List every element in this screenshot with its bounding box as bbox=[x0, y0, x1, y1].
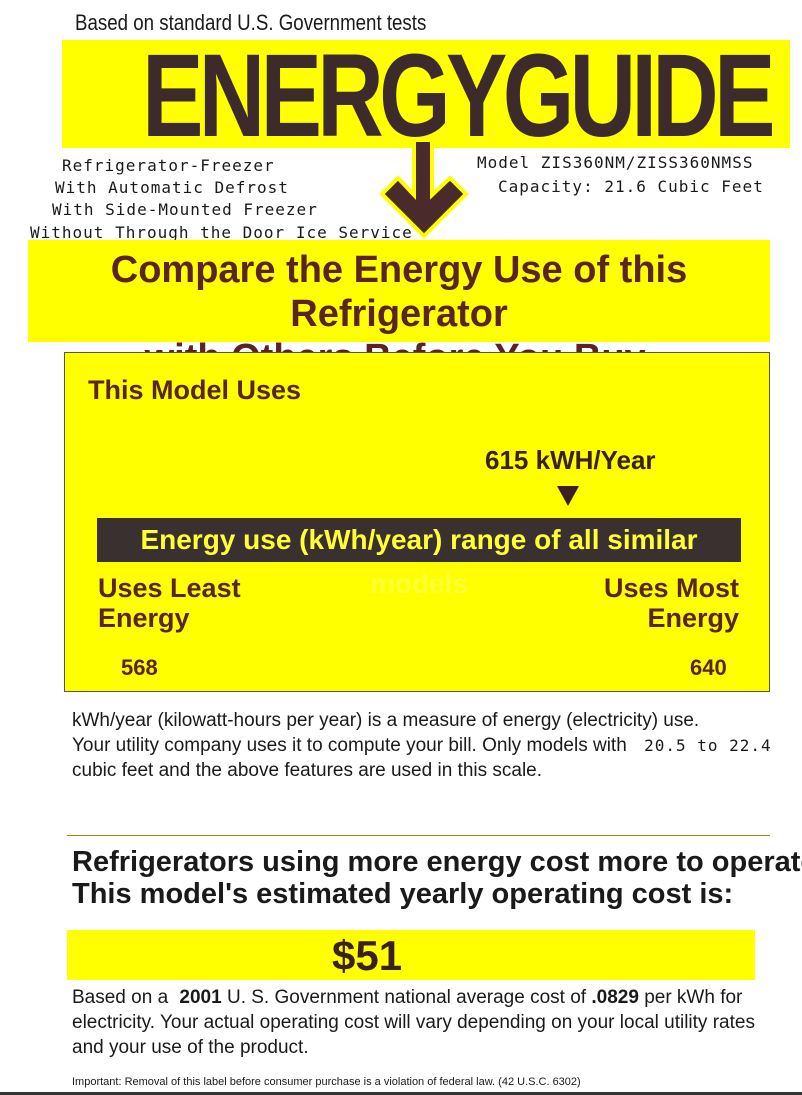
cost-bar: $51 bbox=[67, 930, 755, 980]
legal-notice: Important: Removal of this label before … bbox=[72, 1076, 581, 1088]
most-line-1: Uses Most bbox=[603, 573, 739, 603]
triangle-marker-icon bbox=[557, 486, 579, 506]
explanation-text: Your utility company uses it to compute … bbox=[72, 735, 627, 756]
feature-1: Refrigerator-Freezer bbox=[62, 156, 275, 175]
model-number: Model ZIS360NM/ZISS360NMSS bbox=[477, 153, 754, 172]
cost-heading-1: Refrigerators using more energy cost mor… bbox=[72, 846, 802, 878]
explanation-line-2: Your utility company uses it to compute … bbox=[72, 733, 772, 758]
feature-4: Without Through the Door Ice Service bbox=[30, 223, 413, 242]
capacity: Capacity: 21.6 Cubic Feet bbox=[498, 177, 764, 196]
cost-basis: Based on a 2001 U. S. Government nationa… bbox=[72, 985, 755, 1060]
energyguide-logo: ENERGYGUIDE bbox=[62, 30, 790, 162]
basis-rate: .0829 bbox=[591, 987, 639, 1008]
feature-2: With Automatic Defrost bbox=[55, 178, 289, 197]
basis-a: Based on a bbox=[72, 987, 169, 1008]
most-line-2: Energy bbox=[647, 603, 739, 633]
cost-heading: Refrigerators using more energy cost mor… bbox=[72, 846, 802, 910]
yearly-cost: $51 bbox=[332, 932, 403, 979]
explanation-line-3: cubic feet and the above features are us… bbox=[72, 760, 543, 781]
least-line-2: Energy bbox=[98, 603, 190, 633]
basis-b: U. S. Government national average cost o… bbox=[226, 987, 587, 1008]
cost-basis-line-3: and your use of the product. bbox=[72, 1037, 309, 1058]
explanation: kWh/year (kilowatt-hours per year) is a … bbox=[72, 708, 772, 783]
uses-least-label: Uses Least Energy bbox=[98, 573, 241, 633]
range-max: 640 bbox=[690, 655, 727, 680]
tests-note: Based on standard U.S. Government tests bbox=[75, 10, 427, 35]
basis-year: 2001 bbox=[179, 987, 222, 1008]
cost-heading-2: This model's estimated yearly operating … bbox=[72, 878, 734, 910]
logo-text: ENERGYGUIDE bbox=[142, 30, 775, 162]
range-min: 568 bbox=[121, 655, 158, 680]
model-kwh: 615 kWH/Year bbox=[485, 445, 656, 475]
least-line-1: Uses Least bbox=[98, 573, 241, 603]
cost-basis-line-2: electricity. Your actual operating cost … bbox=[72, 1012, 755, 1033]
energy-use-box: This Model Uses 615 kWH/Year Energy use … bbox=[64, 352, 770, 692]
range-label: Energy use (kWh/year) range of all simil… bbox=[97, 518, 741, 599]
basis-c: per kWh for bbox=[644, 987, 743, 1008]
arrow-down-icon bbox=[380, 140, 469, 239]
explanation-line-1: kWh/year (kilowatt-hours per year) is a … bbox=[72, 710, 700, 731]
compare-banner: Compare the Energy Use of this Refrigera… bbox=[28, 240, 770, 379]
cost-basis-line-1: Based on a 2001 U. S. Government nationa… bbox=[72, 985, 755, 1010]
bottom-border bbox=[0, 1092, 802, 1095]
uses-most-label: Uses Most Energy bbox=[604, 573, 739, 633]
capacity-range: 20.5 to 22.4 bbox=[644, 736, 772, 755]
divider bbox=[67, 835, 770, 836]
banner-line-1: Compare the Energy Use of this Refrigera… bbox=[110, 249, 688, 335]
feature-3: With Side-Mounted Freezer bbox=[52, 200, 318, 219]
this-model-uses: This Model Uses bbox=[88, 375, 302, 405]
